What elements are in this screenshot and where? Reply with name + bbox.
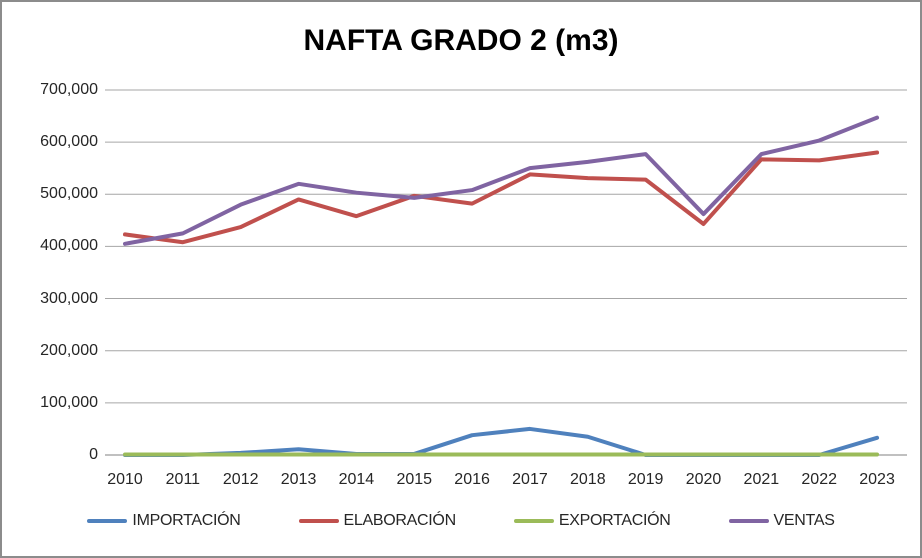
y-tick-label: 100,000 [40,393,98,411]
legend-label: IMPORTACIÓN [132,512,241,529]
series-line-ventas [123,115,880,246]
legend-swatch-icon [87,519,128,523]
legend-item-importación: IMPORTACIÓN [87,512,241,530]
y-tick-label: 200,000 [40,341,98,359]
x-tick-label: 2018 [570,471,606,488]
legend: IMPORTACIÓN ELABORACIÓN EXPORTACIÓN VENTAS [2,512,920,530]
y-tick-label: 600,000 [40,133,98,151]
x-tick-label: 2022 [801,471,837,488]
series-line-importación [123,426,880,457]
legend-label: VENTAS [773,512,835,529]
y-tick-label: 700,000 [40,80,98,98]
legend-item-ventas: VENTAS [728,512,835,530]
y-tick-label: 500,000 [40,185,98,203]
x-tick-label: 2016 [454,471,490,488]
legend-swatch-icon [298,519,339,523]
x-tick-label: 2019 [627,471,664,488]
x-tick-label: 2011 [165,471,201,488]
legend-label: ELABORACIÓN [343,512,457,529]
x-tick-label: 2012 [222,471,259,488]
x-tick-label: 2023 [859,471,895,488]
series-lines [123,115,880,457]
x-tick-label: 2017 [512,471,548,488]
legend-swatch-icon [728,519,769,523]
series-line-elaboración [123,150,880,245]
y-tick-label: 300,000 [40,289,98,307]
x-tick-label: 2013 [280,471,317,488]
y-tick-label: 0 [89,446,98,463]
x-tick-label: 2010 [107,471,143,488]
x-tick-label: 2014 [338,471,375,488]
x-tick-label: 2015 [396,471,433,488]
legend-item-elaboración: ELABORACIÓN [298,512,457,530]
y-tick-label: 400,000 [40,237,98,255]
x-tick-label: 2020 [685,471,722,488]
chart-title: NAFTA GRADO 2 (m3) [303,24,619,57]
gridlines [105,89,907,456]
legend-swatch-icon [513,519,554,523]
x-tick-label: 2021 [743,471,780,488]
legend-item-exportación: EXPORTACIÓN [513,512,671,530]
legend-label: EXPORTACIÓN [558,512,671,529]
